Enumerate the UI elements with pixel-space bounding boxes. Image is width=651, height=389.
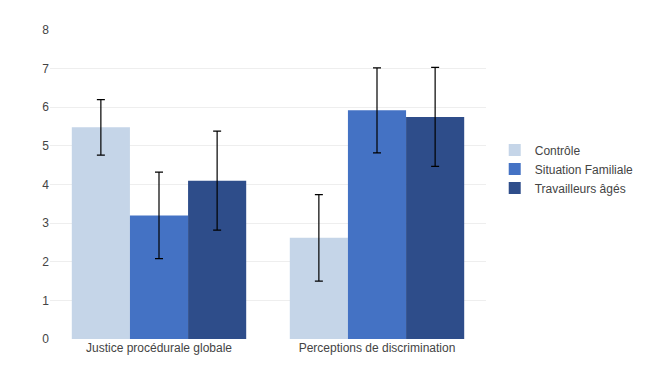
svg-text:6: 6: [42, 100, 49, 114]
svg-text:Travailleurs âgés: Travailleurs âgés: [535, 182, 626, 196]
svg-text:5: 5: [42, 139, 49, 153]
svg-text:3: 3: [42, 216, 49, 230]
svg-text:1: 1: [42, 294, 49, 308]
svg-text:Perceptions de discrimination: Perceptions de discrimination: [299, 341, 456, 355]
svg-text:7: 7: [42, 62, 49, 76]
svg-text:Contrôle: Contrôle: [535, 144, 581, 158]
svg-text:4: 4: [42, 178, 49, 192]
svg-text:Situation Familiale: Situation Familiale: [535, 163, 633, 177]
svg-text:8: 8: [42, 23, 49, 37]
svg-text:0: 0: [42, 332, 49, 346]
svg-text:Justice procédurale globale: Justice procédurale globale: [86, 341, 232, 355]
svg-text:2: 2: [42, 255, 49, 269]
